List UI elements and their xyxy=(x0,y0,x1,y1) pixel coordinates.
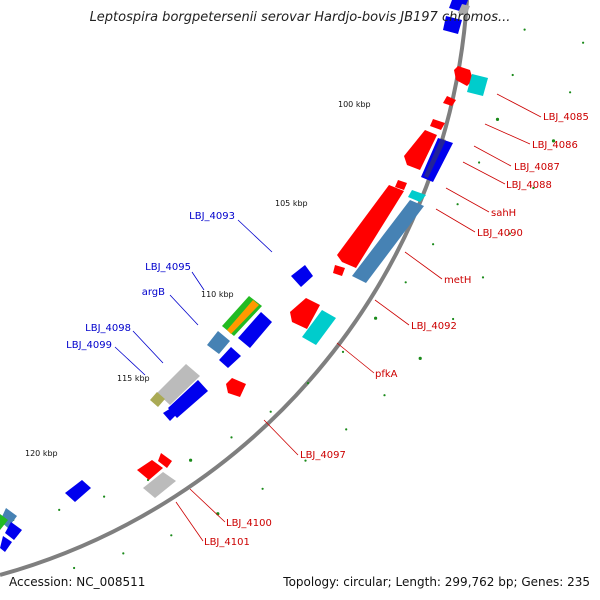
gene-lbj-4098[interactable] xyxy=(150,364,208,421)
gene-lbj-4100[interactable] xyxy=(143,472,176,498)
gene-lbj-4095[interactable] xyxy=(222,296,272,348)
scale-tick xyxy=(73,566,76,570)
label-meth[interactable]: metH xyxy=(444,275,471,286)
scale-tick xyxy=(122,552,125,555)
scale-tick xyxy=(456,203,459,206)
scale-tick xyxy=(103,495,106,498)
gene-forward-top-edge[interactable] xyxy=(443,0,470,34)
scale-tick xyxy=(508,232,511,235)
gene-argb[interactable] xyxy=(207,331,241,368)
scale-tick xyxy=(495,117,500,121)
gene-lbj-4085[interactable] xyxy=(454,66,488,96)
gene-pfka[interactable] xyxy=(226,378,246,397)
scale-tick xyxy=(532,186,535,190)
scale-tick xyxy=(230,436,233,439)
scale-tick xyxy=(189,458,193,462)
scale-tick xyxy=(511,73,514,77)
scale-tick xyxy=(404,281,407,284)
label-lbj-4087[interactable]: LBJ_4087 xyxy=(514,162,560,173)
genome-summary-text: Topology: circular; Length: 299,762 bp; … xyxy=(283,575,590,589)
scale-tick xyxy=(58,508,61,511)
gene-lbj-4087[interactable] xyxy=(430,119,445,130)
scale-label-110kbp: 110 kbp xyxy=(201,290,234,299)
scale-tick xyxy=(345,428,348,431)
map-title: Leptospira borgpetersenii serovar Hardjo… xyxy=(89,10,511,25)
label-lbj-4085[interactable]: LBJ_4085 xyxy=(543,112,589,123)
scale-tick xyxy=(383,394,386,397)
scale-tick xyxy=(478,161,481,164)
gene-lbj-4090[interactable] xyxy=(408,190,426,202)
gene-lbj-4086[interactable] xyxy=(443,96,456,106)
scale-label-115kbp: 115 kbp xyxy=(117,374,150,383)
label-sahh[interactable]: sahH xyxy=(491,208,516,219)
label-lbj-4097[interactable]: LBJ_4097 xyxy=(300,450,346,461)
scale-tick xyxy=(481,276,485,279)
label-lbj-4100[interactable]: LBJ_4100 xyxy=(226,518,272,529)
label-lbj-4095[interactable]: LBJ_4095 xyxy=(145,262,191,273)
label-lbj-4101[interactable]: LBJ_4101 xyxy=(204,537,250,548)
scale-label-100kbp: 100 kbp xyxy=(338,100,371,109)
scale-tick xyxy=(551,139,556,143)
gene-forward-left-edge[interactable] xyxy=(0,508,22,552)
gene-meth[interactable] xyxy=(333,185,424,283)
gene-saht[interactable] xyxy=(395,180,407,190)
gene-forward-120kbp[interactable] xyxy=(65,480,91,502)
label-lbj-4086[interactable]: LBJ_4086 xyxy=(532,140,578,151)
label-lbj-4099[interactable]: LBJ_4099 xyxy=(66,340,112,351)
scale-tick xyxy=(452,317,455,321)
label-lbj-4098[interactable]: LBJ_4098 xyxy=(85,323,131,334)
scale-tick xyxy=(341,350,345,353)
label-pfka[interactable]: pfkA xyxy=(375,369,398,380)
scale-tick xyxy=(569,91,572,94)
scale-ticks xyxy=(12,28,585,570)
label-lbj-4088[interactable]: LBJ_4088 xyxy=(506,180,552,191)
scale-label-120kbp: 120 kbp xyxy=(25,449,58,458)
label-lbj-4092[interactable]: LBJ_4092 xyxy=(411,321,457,332)
scale-tick xyxy=(170,534,173,537)
gene-lbj-4092[interactable] xyxy=(290,298,336,345)
gene-lbj-4088[interactable] xyxy=(404,130,453,182)
scale-tick xyxy=(374,316,378,320)
scale-tick xyxy=(432,243,435,246)
label-argb[interactable]: argB xyxy=(142,287,165,298)
gene-lbj-4093[interactable] xyxy=(291,265,313,287)
label-lbj-4093[interactable]: LBJ_4093 xyxy=(189,211,235,222)
label-lbj-4090[interactable]: LBJ_4090 xyxy=(477,228,523,239)
gene-lbj-4097[interactable] xyxy=(137,453,172,480)
scale-tick xyxy=(261,487,264,490)
scale-label-105kbp: 105 kbp xyxy=(275,199,308,208)
chromosome-backbone xyxy=(0,0,469,577)
scale-tick xyxy=(269,410,272,413)
scale-tick xyxy=(304,459,307,462)
scale-tick xyxy=(418,356,422,360)
reverse-leader-lines xyxy=(175,93,542,542)
scale-tick xyxy=(582,41,585,44)
accession-text: Accession: NC_008511 xyxy=(9,575,146,589)
scale-tick xyxy=(306,382,310,385)
forward-leader-lines xyxy=(114,219,273,376)
scale-tick xyxy=(523,28,526,31)
